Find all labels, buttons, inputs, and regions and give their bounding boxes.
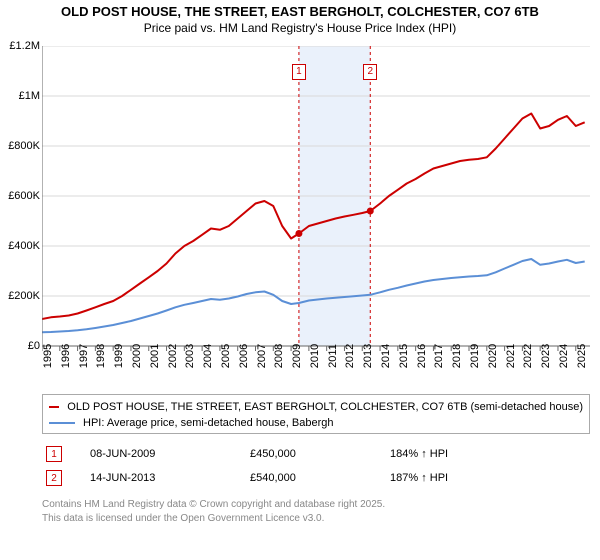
sale-date-1: 14-JUN-2013: [90, 472, 250, 484]
x-tick-label: 2008: [273, 344, 285, 368]
x-tick-label: 2007: [256, 344, 268, 368]
y-tick-label: £0: [28, 340, 40, 352]
legend: OLD POST HOUSE, THE STREET, EAST BERGHOL…: [42, 394, 590, 434]
sale-date-0: 08-JUN-2009: [90, 448, 250, 460]
legend-label-0: OLD POST HOUSE, THE STREET, EAST BERGHOL…: [67, 401, 583, 413]
x-tick-label: 2024: [558, 344, 570, 368]
x-tick-label: 1995: [42, 344, 54, 368]
x-tick-label: 1996: [60, 344, 72, 368]
chart-plot-area: [42, 46, 590, 384]
y-tick-label: £800K: [8, 140, 40, 152]
event-marker-badge: 2: [363, 64, 377, 80]
sale-row-1: 2 14-JUN-2013 £540,000 187% ↑ HPI: [42, 466, 590, 490]
legend-item-0: OLD POST HOUSE, THE STREET, EAST BERGHOL…: [49, 399, 583, 415]
x-tick-label: 2012: [344, 344, 356, 368]
x-tick-label: 2014: [380, 344, 392, 368]
sales-table: 1 08-JUN-2009 £450,000 184% ↑ HPI 2 14-J…: [42, 442, 590, 490]
event-marker-badge: 1: [292, 64, 306, 80]
x-tick-label: 2022: [522, 344, 534, 368]
sale-row-0: 1 08-JUN-2009 £450,000 184% ↑ HPI: [42, 442, 590, 466]
x-tick-label: 1997: [78, 344, 90, 368]
sale-badge-0: 1: [46, 446, 62, 462]
x-tick-label: 2011: [327, 344, 339, 368]
sale-price-0: £450,000: [250, 448, 390, 460]
chart-title: OLD POST HOUSE, THE STREET, EAST BERGHOL…: [0, 0, 600, 36]
x-tick-label: 2025: [576, 344, 588, 368]
x-tick-label: 2010: [309, 344, 321, 368]
legend-item-1: HPI: Average price, semi-detached house,…: [49, 415, 583, 431]
x-tick-label: 2004: [202, 344, 214, 368]
x-tick-label: 2001: [149, 344, 161, 368]
x-tick-label: 2006: [238, 344, 250, 368]
x-tick-label: 2023: [540, 344, 552, 368]
x-tick-label: 2009: [291, 344, 303, 368]
x-tick-label: 2005: [220, 344, 232, 368]
x-tick-label: 2019: [469, 344, 481, 368]
sale-price-1: £540,000: [250, 472, 390, 484]
legend-swatch-0: [49, 406, 59, 408]
legend-label-1: HPI: Average price, semi-detached house,…: [83, 417, 334, 429]
title-line-2: Price paid vs. HM Land Registry's House …: [0, 21, 600, 37]
sale-pct-1: 187% ↑ HPI: [390, 472, 448, 484]
footer-line-2: This data is licensed under the Open Gov…: [42, 512, 590, 526]
footer-attribution: Contains HM Land Registry data © Crown c…: [42, 498, 590, 525]
x-tick-label: 2003: [184, 344, 196, 368]
y-tick-label: £200K: [8, 290, 40, 302]
y-tick-label: £1M: [19, 90, 40, 102]
legend-swatch-1: [49, 422, 75, 424]
x-tick-label: 2015: [398, 344, 410, 368]
x-tick-label: 2002: [167, 344, 179, 368]
chart-svg: [42, 46, 590, 384]
x-tick-label: 2000: [131, 344, 143, 368]
y-tick-label: £600K: [8, 190, 40, 202]
title-line-1: OLD POST HOUSE, THE STREET, EAST BERGHOL…: [0, 4, 600, 21]
x-tick-label: 2020: [487, 344, 499, 368]
sale-badge-1: 2: [46, 470, 62, 486]
y-tick-label: £400K: [8, 240, 40, 252]
y-tick-label: £1.2M: [9, 40, 40, 52]
x-tick-label: 2017: [433, 344, 445, 368]
x-tick-label: 2018: [451, 344, 463, 368]
sale-pct-0: 184% ↑ HPI: [390, 448, 448, 460]
x-tick-label: 2016: [416, 344, 428, 368]
x-tick-label: 2013: [362, 344, 374, 368]
x-tick-label: 1998: [95, 344, 107, 368]
x-tick-label: 1999: [113, 344, 125, 368]
x-tick-label: 2021: [505, 344, 517, 368]
footer-line-1: Contains HM Land Registry data © Crown c…: [42, 498, 590, 512]
